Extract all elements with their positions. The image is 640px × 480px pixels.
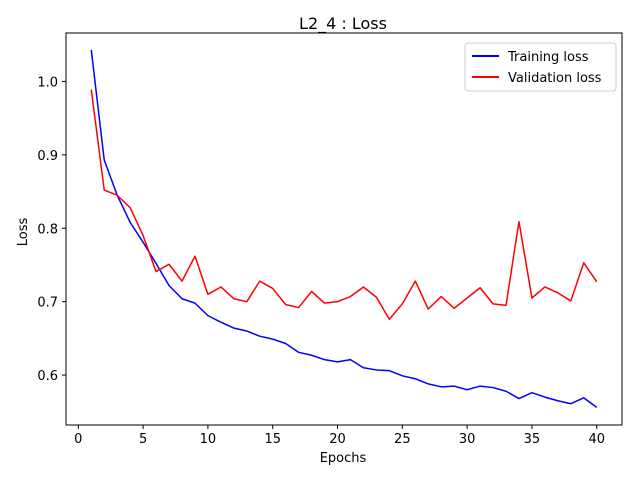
y-tick-label: 0.9 — [37, 149, 58, 164]
x-tick-label: 5 — [139, 432, 147, 447]
validation-loss-line — [90, 89, 598, 321]
x-tick-label: 25 — [394, 432, 411, 447]
x-tick-label: 20 — [329, 432, 346, 447]
y-tick-label: 0.6 — [37, 369, 58, 384]
x-tick-label: 0 — [74, 432, 82, 447]
x-tick-label: 10 — [200, 432, 217, 447]
y-tick-label: 0.8 — [37, 222, 58, 237]
x-tick-label: 15 — [264, 432, 281, 447]
x-tick-label: 40 — [588, 432, 605, 447]
plot-frame — [65, 32, 623, 426]
legend: Training loss Validation loss — [464, 42, 617, 92]
y-tick-label: 1.0 — [37, 75, 58, 90]
y-tick-label: 0.7 — [37, 296, 58, 311]
chart-title: L2_4 : Loss — [299, 14, 387, 34]
x-tick-label: 30 — [459, 432, 476, 447]
legend-box — [464, 42, 617, 92]
x-tick-label: 35 — [524, 432, 541, 447]
legend-label-validation-loss: Validation loss — [508, 71, 602, 86]
training-loss-line — [90, 49, 598, 408]
y-axis-label: Loss — [16, 218, 31, 247]
x-axis-label: Epochs — [320, 451, 367, 466]
legend-label-training-loss: Training loss — [507, 50, 589, 65]
plot-area: 0 5 10 15 20 25 30 35 40 0.6 0.7 0.8 0.9 1.0 — [37, 32, 623, 447]
